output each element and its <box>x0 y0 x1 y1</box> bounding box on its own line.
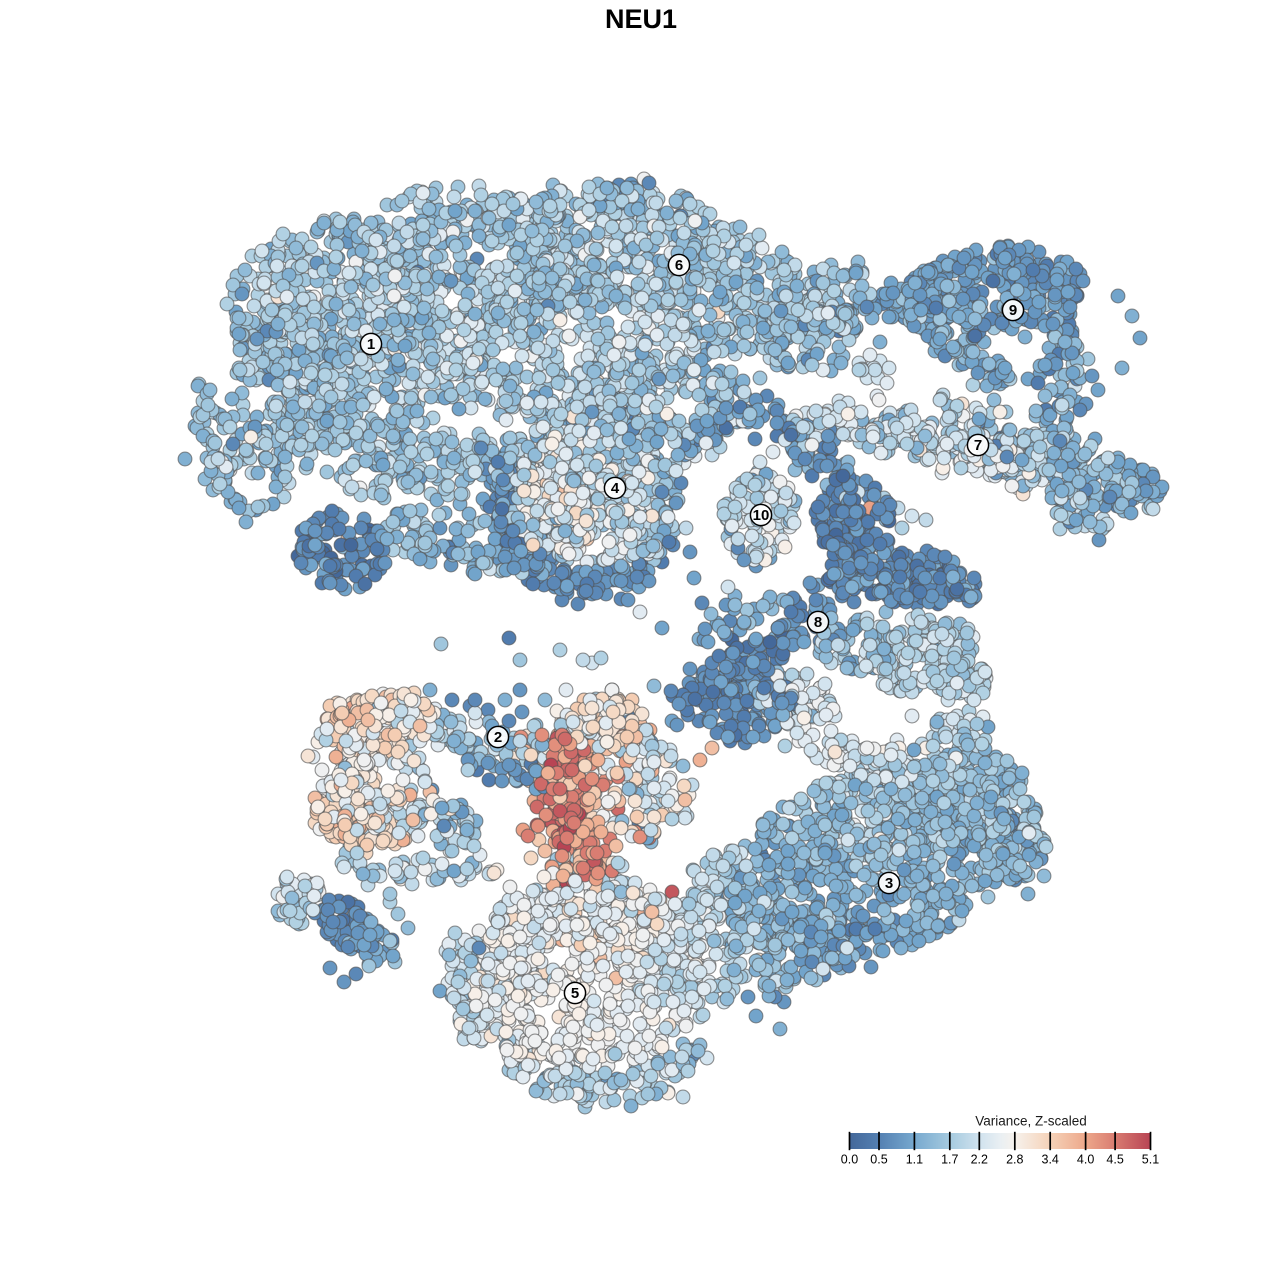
svg-text:NEU1: NEU1 <box>605 4 677 34</box>
